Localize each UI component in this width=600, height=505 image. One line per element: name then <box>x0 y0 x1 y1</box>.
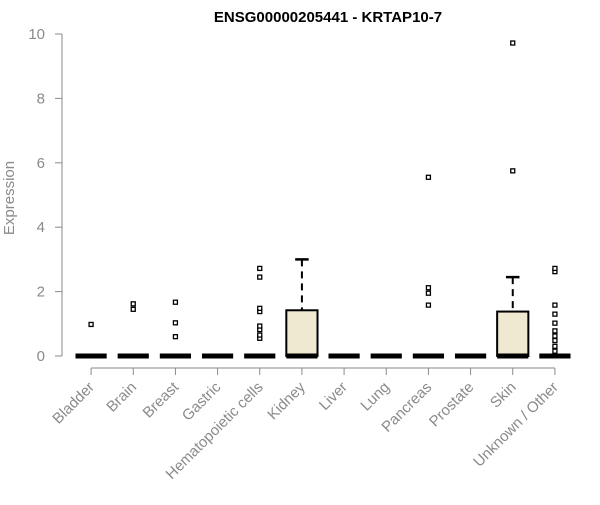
box-skin <box>496 40 530 359</box>
outlier-point <box>552 320 558 326</box>
outlier-point <box>510 40 516 46</box>
outlier-point <box>552 348 558 354</box>
x-tick-label: Kidney <box>264 378 309 423</box>
outlier-point <box>425 302 432 308</box>
y-tick-label: 4 <box>37 219 45 236</box>
y-tick-label: 10 <box>28 26 45 43</box>
box-breast <box>159 299 192 359</box>
box-kidney <box>285 258 319 359</box>
outlier-point <box>552 302 558 308</box>
x-tick-label: Brain <box>103 379 140 416</box>
x-tick-label: Bladder <box>49 379 98 428</box>
outlier-point <box>552 333 558 339</box>
y-tick-label: 6 <box>37 155 45 172</box>
x-tick-label: Skin <box>487 379 520 412</box>
outlier-point <box>257 332 263 338</box>
y-tick-label: 8 <box>37 90 45 107</box>
outlier-point <box>172 334 179 340</box>
box-hematopoietic-cells <box>244 265 276 359</box>
y-tick-label: 2 <box>37 284 45 301</box>
y-axis: 0 2 4 6 8 10 <box>28 26 63 365</box>
outlier-point <box>257 305 263 311</box>
outlier-point <box>552 265 558 272</box>
outlier-point <box>130 306 136 312</box>
outlier-point <box>172 299 179 305</box>
box-series <box>75 40 571 359</box>
outlier-point <box>172 320 179 326</box>
box-brain <box>117 301 149 359</box>
chart-title: ENSG00000205441 - KRTAP10-7 <box>214 9 442 26</box>
y-tick-label: 0 <box>37 348 45 365</box>
outlier-point <box>425 174 432 180</box>
x-tick-label: Breast <box>140 378 183 421</box>
outlier-point <box>425 290 432 296</box>
outlier-point <box>257 323 263 329</box>
outlier-point <box>510 168 516 174</box>
outlier-point <box>425 285 432 291</box>
outlier-point <box>257 265 263 272</box>
x-tick-label: Liver <box>316 379 351 414</box>
outlier-point <box>552 343 558 349</box>
box-pancreas <box>412 174 445 359</box>
outlier-point <box>552 311 558 317</box>
outlier-point <box>88 321 94 328</box>
outlier-point <box>257 274 263 280</box>
outlier-point <box>552 328 558 334</box>
box-body <box>285 309 319 357</box>
box-unknown-other <box>539 265 571 359</box>
outlier-point <box>552 337 558 344</box>
box-body <box>496 310 530 357</box>
y-axis-label: Expression <box>1 161 18 235</box>
outlier-point <box>130 301 136 307</box>
x-tick-label: Prostate <box>426 379 478 431</box>
box-bladder <box>75 321 107 359</box>
x-tick-label: Lung <box>357 379 393 415</box>
